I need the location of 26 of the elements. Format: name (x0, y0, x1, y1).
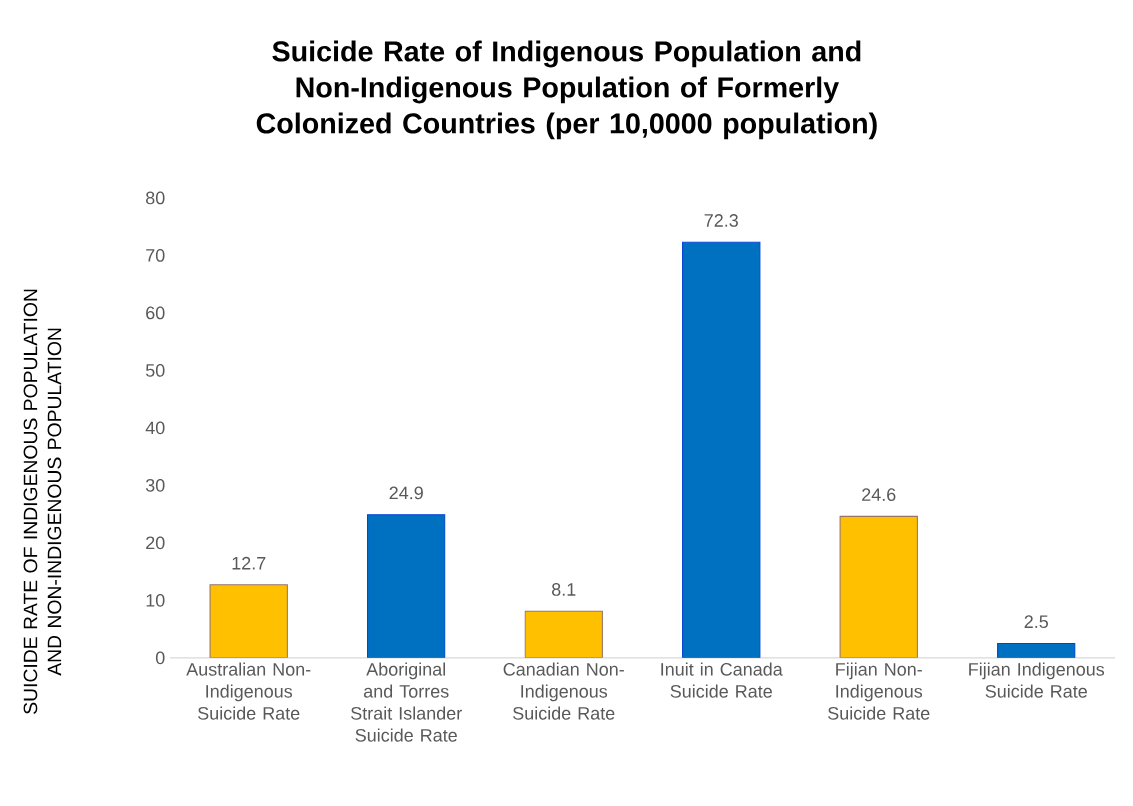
chart-title: Suicide Rate of Indigenous Population and Non-Indigenous Population of Formerly Colonized Countries (per 10,0000 population) (256, 40, 877, 140)
data-label: 24.9 (389, 486, 423, 500)
data-label: 24.6 (862, 488, 896, 502)
bar (367, 514, 446, 658)
bar (524, 610, 603, 658)
x-tick-label: Canadian Non-Indigenous Suicide Rate (503, 662, 624, 720)
y-tick-label: 40 (145, 421, 165, 435)
y-tick-label: 20 (146, 536, 165, 550)
y-axis-title: SUICIDE RATE OF INDIGENOUS POPULATION AND NON-INDIGENOUS POPULATION (23, 289, 62, 715)
data-label: 12.7 (232, 556, 266, 570)
bar (997, 643, 1076, 658)
x-tick-label: Inuit in Canada Suicide Rate (661, 662, 783, 698)
x-tick-label: Australian Non-Indigenous Suicide Rate (186, 662, 311, 720)
y-tick-label: 30 (145, 479, 165, 492)
data-label: 8.1 (551, 583, 576, 596)
y-tick-label: 10 (146, 594, 165, 607)
y-tick-label: 60 (146, 306, 165, 320)
data-label: 72.3 (704, 214, 738, 227)
data-label: 2.5 (1024, 615, 1049, 629)
x-tick-label: Fijian Non-Indigenous Suicide Rate (828, 662, 930, 720)
y-tick-label: 80 (146, 191, 165, 205)
y-tick-label: 0 (155, 651, 165, 665)
y-tick-label: 70 (146, 249, 165, 262)
x-tick-label: Aboriginal and Torres Strait Islander Suicide Rate (351, 662, 462, 742)
y-tick-label: 50 (145, 364, 165, 377)
x-tick-label: Fijian Indigenous Suicide Rate (969, 662, 1105, 698)
